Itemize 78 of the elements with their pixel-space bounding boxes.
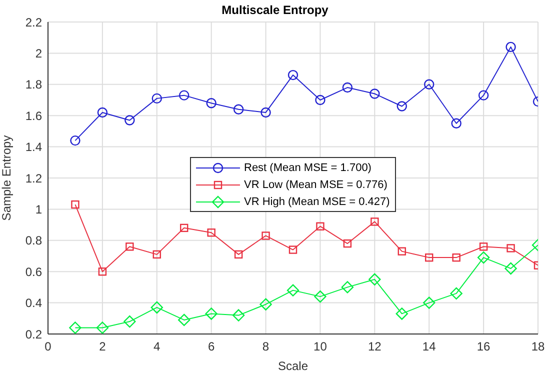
y-tick-label: 0.2 [25,327,42,342]
x-axis-title: Scale [278,359,308,373]
y-tick-label: 1.8 [25,78,42,92]
point [452,253,460,262]
point [504,262,517,275]
legend-label: Rest (Mean MSE = 1.700) [244,162,372,174]
x-tick-label: 18 [531,340,545,354]
point [477,251,490,264]
point [314,290,326,303]
point [233,104,244,114]
point [341,281,354,294]
point [396,308,408,320]
point [126,242,134,251]
point [152,250,161,259]
x-tick-label: 0 [44,340,52,354]
point [150,301,163,314]
point [70,135,80,146]
point [96,322,109,334]
point [98,268,107,276]
point [316,222,324,230]
point [288,70,298,80]
x-tick-label: 2 [99,340,106,354]
point [450,287,462,300]
x-tick-label: 14 [422,340,436,354]
y-tick-label: 2.2 [25,15,42,30]
x-tick-label: 6 [208,340,215,354]
point [506,244,515,252]
point [286,284,300,296]
point [260,107,271,118]
point [398,247,406,256]
point [260,298,272,310]
chart-title: Multiscale Entropy [220,3,330,17]
point [124,115,135,126]
x-tick-label: 8 [262,340,270,354]
point [180,224,188,232]
x-tick-label: 4 [154,340,161,354]
point [124,315,136,328]
point [451,118,462,128]
y-tick-label: 1.6 [25,108,42,123]
point [425,253,434,262]
point [262,232,270,240]
legend-label: VR Low (Mean MSE = 0.776) [244,178,388,190]
point [370,218,379,226]
point [234,250,243,259]
point [479,242,488,251]
point [71,200,80,209]
point [152,93,162,104]
point [370,88,380,99]
y-tick-label: 2 [35,46,42,60]
legend-label: VR High (Mean MSE = 0.427) [244,196,390,208]
y-tick-label: 0.8 [25,234,42,248]
point [423,296,436,309]
y-tick-label: 1.4 [25,140,42,154]
point [178,314,190,326]
point [206,98,216,108]
point [396,101,407,112]
x-tick-label: 16 [476,340,491,354]
point [478,90,489,100]
point [506,42,516,52]
point [97,107,108,118]
x-tick-label: 12 [368,340,382,354]
point [343,239,352,248]
point [368,273,381,286]
y-tick-label: 1 [35,202,42,216]
y-axis-title: Sample Entropy [0,135,14,221]
point [288,246,298,254]
point [69,322,82,334]
point [179,90,190,100]
point [232,309,245,322]
y-tick-label: 0.6 [25,264,42,279]
point [315,94,326,106]
point [424,79,434,90]
point [205,308,218,320]
y-tick-label: 1.2 [25,171,42,186]
y-tick-label: 0.4 [25,296,42,310]
point [342,82,353,93]
point [207,228,216,237]
x-tick-label: 10 [314,340,328,354]
